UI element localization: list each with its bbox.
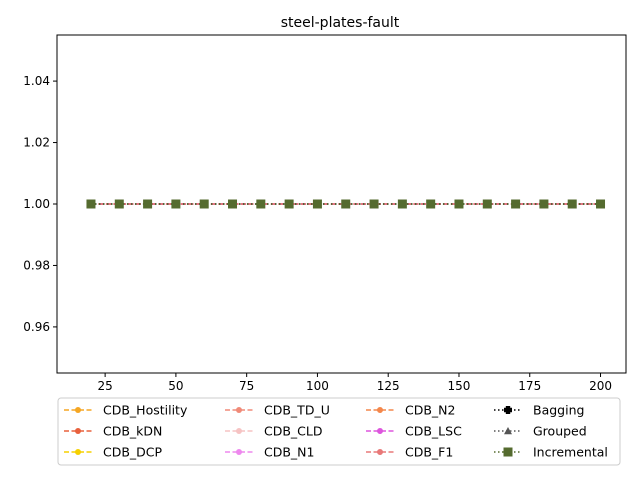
- x-tick-label: 125: [377, 379, 400, 393]
- data-point: [567, 199, 577, 209]
- x-tick-label: 25: [97, 379, 112, 393]
- legend-swatch-marker: [377, 407, 383, 413]
- legend-label: Bagging: [533, 403, 584, 418]
- legend-label: CDB_kDN: [103, 424, 162, 439]
- data-point: [114, 199, 124, 209]
- legend-swatch-marker: [75, 428, 81, 434]
- legend: CDB_Hostility CDB_kDN CDB_DCP CDB_TD_U CDB_C…: [57, 397, 621, 466]
- legend-label: CDB_DCP: [103, 445, 163, 460]
- legend-label: CDB_N2: [405, 403, 455, 418]
- y-tick-label: 1.00: [23, 197, 50, 211]
- legend-entry-CDB_N1: CDB_N1: [225, 445, 314, 460]
- x-tick-label: 100: [306, 379, 329, 393]
- legend-swatch-marker: [504, 427, 512, 435]
- data-point: [228, 199, 238, 209]
- data-point: [426, 199, 436, 209]
- legend-entry-CDB_TD_U: CDB_TD_U: [225, 403, 330, 418]
- data-point: [171, 199, 181, 209]
- data-point: [511, 199, 521, 209]
- data-point: [341, 199, 351, 209]
- legend-swatch-marker: [236, 407, 242, 413]
- legend-box: [57, 397, 621, 466]
- y-tick-label: 1.02: [23, 136, 50, 150]
- axes: 25 50 75 100 125 150 175 200 0.96 0.98 1.00 1.02 1.0…: [23, 34, 627, 393]
- legend-swatch-marker: [504, 406, 512, 414]
- legend-entry-CDB_CLD: CDB_CLD: [225, 424, 323, 439]
- y-tick-label: 0.98: [23, 258, 50, 272]
- data-point: [86, 199, 96, 209]
- legend-swatch-marker: [377, 449, 383, 455]
- data-point: [256, 199, 266, 209]
- data-point: [369, 199, 379, 209]
- data-point: [284, 199, 294, 209]
- legend-entry-Incremental: Incremental: [494, 445, 608, 460]
- legend-entry-CDB_F1: CDB_F1: [366, 445, 453, 460]
- legend-label: CDB_Hostility: [103, 403, 188, 418]
- data-point: [539, 199, 549, 209]
- legend-entry-CDB_N2: CDB_N2: [366, 403, 455, 418]
- legend-label: CDB_TD_U: [264, 403, 330, 418]
- legend-entry-Grouped: Grouped: [494, 424, 587, 439]
- series-Incremental: [86, 199, 606, 209]
- data-point: [397, 199, 407, 209]
- data-point: [482, 199, 492, 209]
- y-tick-label: 0.96: [23, 320, 50, 334]
- legend-label: Grouped: [533, 424, 587, 439]
- legend-entry-Bagging: Bagging: [494, 403, 584, 418]
- legend-entry-CDB_LSC: CDB_LSC: [366, 424, 462, 439]
- x-tick-label: 50: [168, 379, 183, 393]
- legend-label: CDB_N1: [264, 445, 314, 460]
- data-point: [312, 199, 322, 209]
- chart-title: steel-plates-fault: [281, 15, 400, 31]
- x-tick-label: 200: [589, 379, 612, 393]
- legend-label: CDB_CLD: [264, 424, 323, 439]
- legend-swatch-marker: [503, 447, 513, 457]
- legend-entry-CDB_kDN: CDB_kDN: [64, 424, 162, 439]
- data-point: [596, 199, 606, 209]
- legend-swatch-marker: [75, 449, 81, 455]
- legend-label: Incremental: [533, 445, 608, 460]
- x-tick-label: 75: [239, 379, 254, 393]
- legend-swatch-marker: [75, 407, 81, 413]
- legend-swatch-marker: [377, 428, 383, 434]
- x-tick-label: 150: [448, 379, 471, 393]
- legend-swatch-marker: [236, 449, 242, 455]
- legend-swatch-marker: [236, 428, 242, 434]
- x-tick-label: 175: [518, 379, 541, 393]
- legend-label: CDB_LSC: [405, 424, 462, 439]
- legend-entry-CDB_DCP: CDB_DCP: [64, 445, 163, 460]
- data-point: [199, 199, 209, 209]
- data-point: [143, 199, 153, 209]
- data-point: [454, 199, 464, 209]
- legend-label: CDB_F1: [405, 445, 453, 460]
- y-tick-label: 1.04: [23, 74, 50, 88]
- plot-area: [86, 199, 606, 209]
- legend-entry-CDB_Hostility: CDB_Hostility: [64, 403, 188, 418]
